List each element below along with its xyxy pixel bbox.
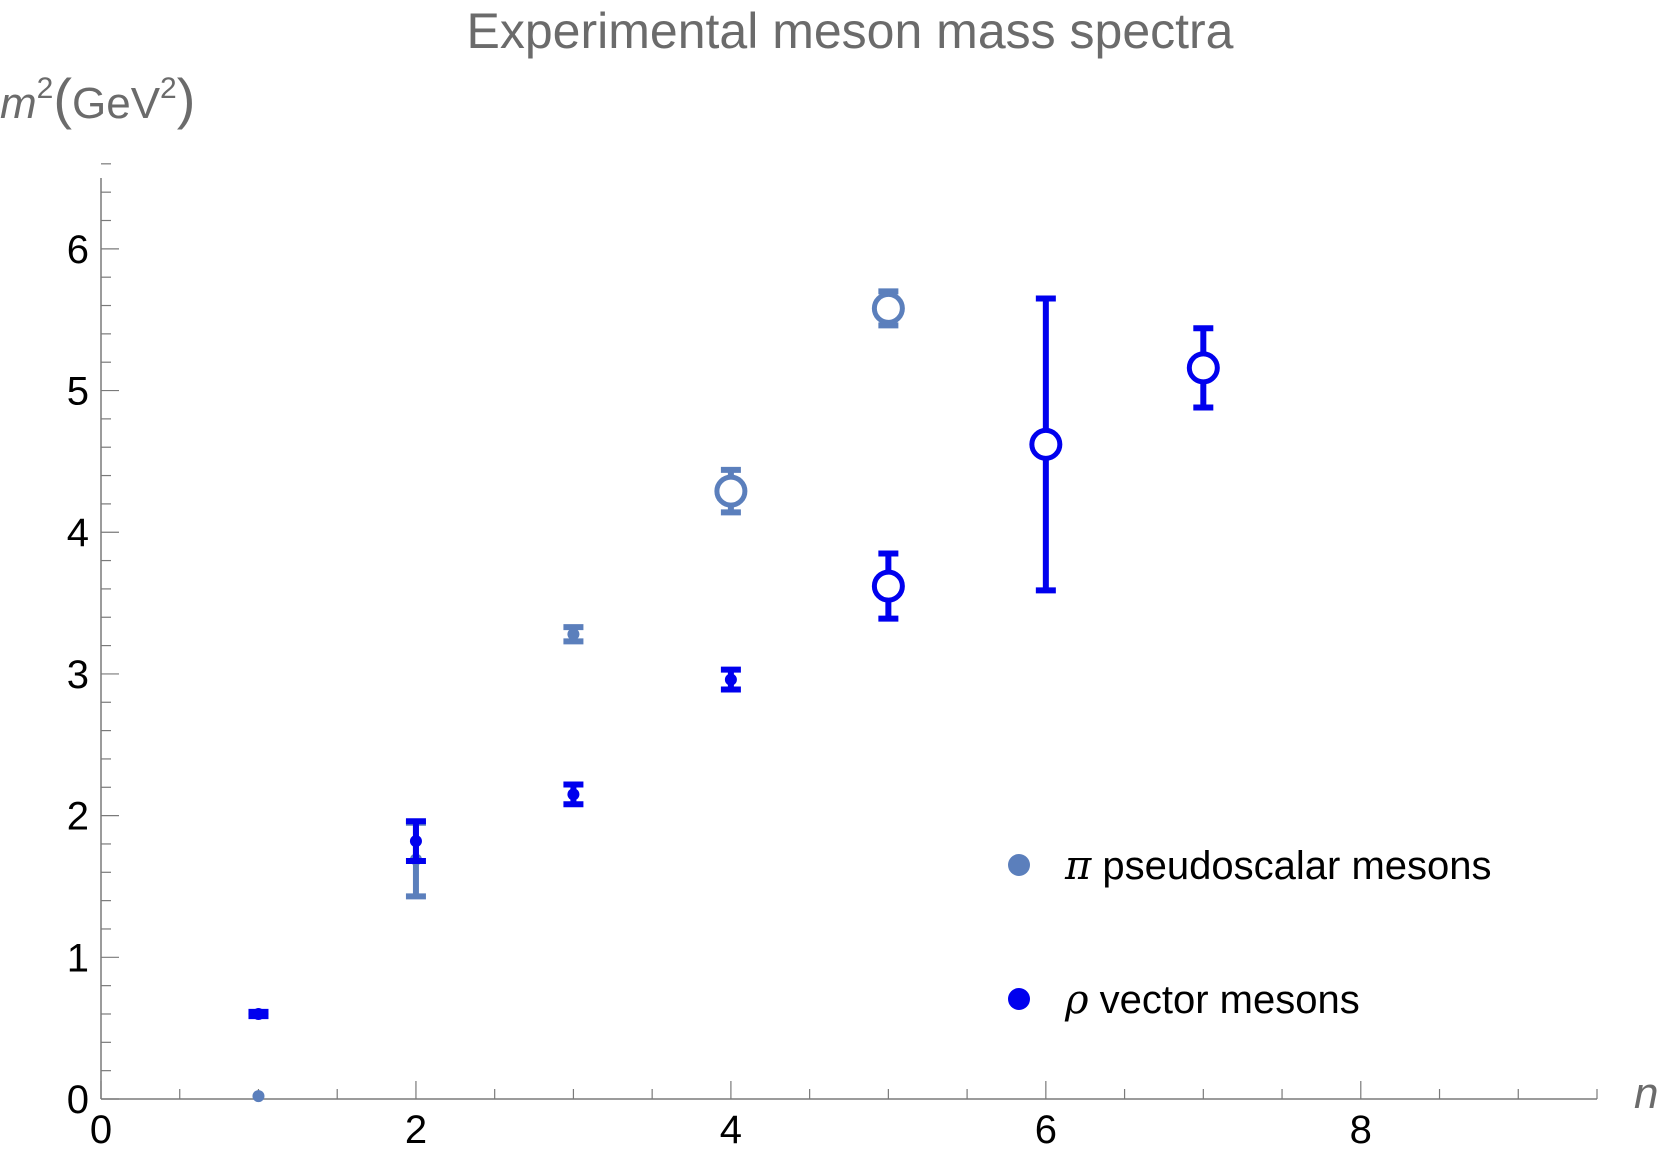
data-point-open	[871, 569, 905, 603]
y-axis-label-unit-exponent: 2	[160, 72, 177, 105]
legend-label: pseudoscalar mesons	[1091, 844, 1491, 888]
y-tick-label: 1	[67, 936, 89, 980]
axes: 0 2 4 6 8 0 1 2 3 4 5 6	[67, 163, 1598, 1152]
x-tick-label: 4	[720, 1108, 742, 1152]
data-point	[567, 628, 580, 641]
data-point	[567, 788, 580, 801]
data-point	[252, 1090, 265, 1103]
data-point-open	[1186, 351, 1220, 385]
data-point-open	[1029, 427, 1063, 461]
y-axis-label-exponent: 2	[37, 72, 54, 105]
x-tick-label: 0	[90, 1108, 112, 1152]
legend-symbol: ρ	[1064, 977, 1089, 1023]
x-tick-label: 8	[1350, 1108, 1372, 1152]
y-tick-label: 4	[67, 511, 89, 555]
legend-entry: ρ vector mesons	[1064, 977, 1360, 1023]
data-marks	[248, 288, 1220, 1103]
y-tick-label: 6	[67, 228, 89, 272]
data-point	[252, 1007, 265, 1020]
legend-entry: π pseudoscalar mesons	[1064, 843, 1492, 889]
y-tick-label: 5	[67, 370, 89, 414]
legend-symbol: π	[1064, 843, 1092, 889]
data-point-open	[871, 291, 905, 325]
y-tick-label: 0	[67, 1078, 89, 1122]
x-axis-label: n	[1634, 1069, 1658, 1118]
data-point	[409, 835, 422, 848]
legend-marker	[1008, 988, 1030, 1010]
x-tick-label: 2	[405, 1108, 427, 1152]
legend-marker	[1008, 854, 1030, 876]
y-tick-label: 2	[67, 795, 89, 839]
y-axis-label-symbol: m	[0, 79, 37, 128]
y-axis-label-unit: GeV	[72, 79, 161, 128]
x-tick-label: 6	[1035, 1108, 1057, 1152]
data-point	[724, 673, 737, 686]
data-point-open	[714, 474, 748, 508]
legend-label: vector mesons	[1089, 978, 1360, 1022]
legend: π pseudoscalar mesons ρ vector mesons	[1008, 843, 1492, 1023]
series-pseudoscalar	[252, 288, 905, 1103]
chart-title: Experimental meson mass spectra	[467, 3, 1234, 59]
y-axis-label: m2(GeV2)	[0, 67, 195, 130]
series-vector	[248, 295, 1220, 1020]
y-tick-label: 3	[67, 653, 89, 697]
